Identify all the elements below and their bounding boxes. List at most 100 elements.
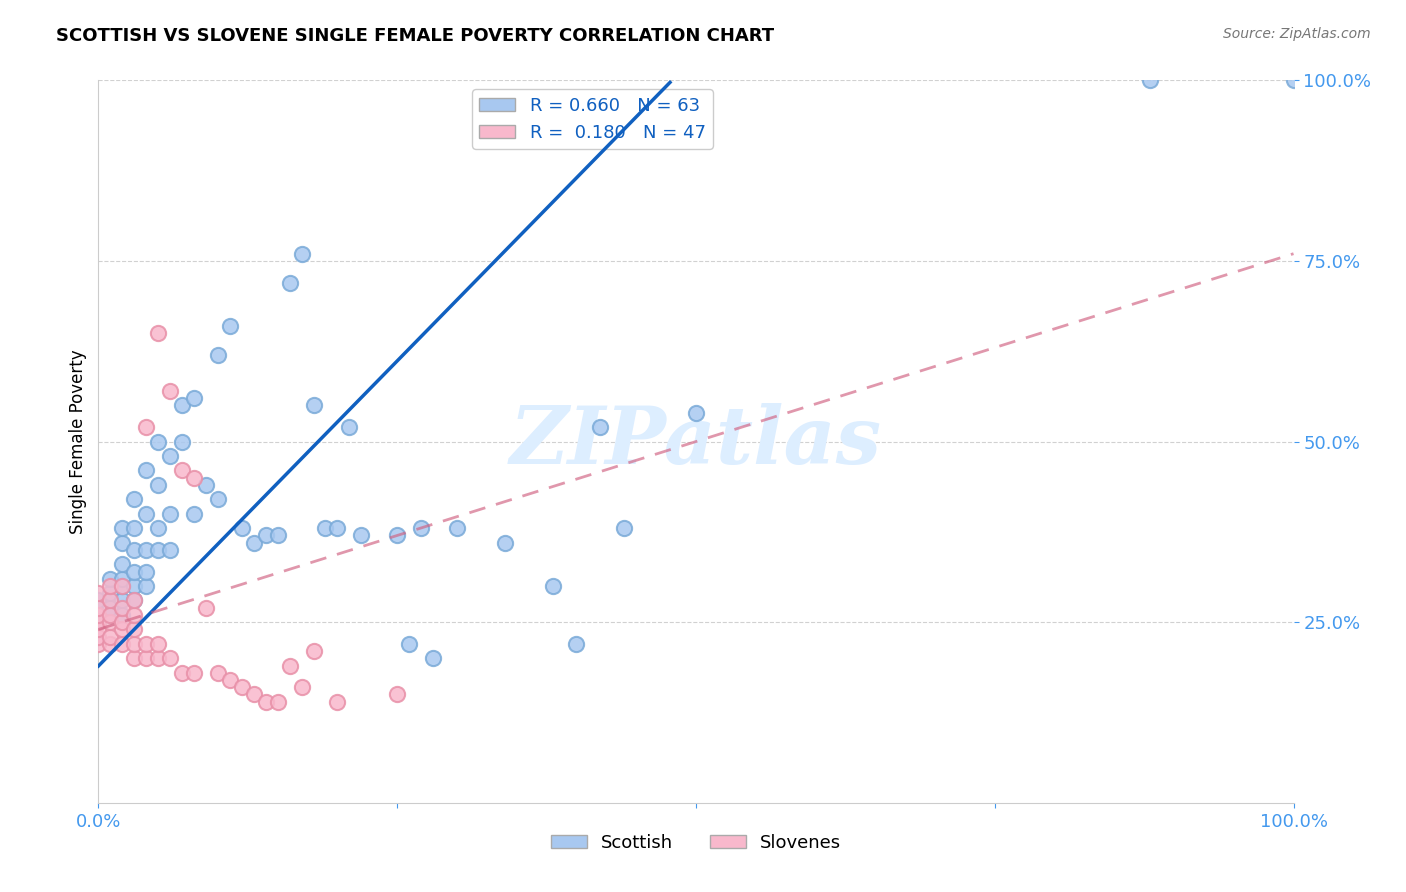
Point — [148, 651, 170, 665]
Point — [124, 492, 146, 507]
Point — [589, 420, 612, 434]
Point — [398, 637, 420, 651]
Point — [135, 507, 157, 521]
Point — [135, 637, 157, 651]
Point — [135, 579, 157, 593]
Point — [207, 492, 229, 507]
Point — [207, 665, 229, 680]
Text: Source: ZipAtlas.com: Source: ZipAtlas.com — [1223, 27, 1371, 41]
Point — [411, 521, 433, 535]
Point — [87, 607, 110, 622]
Text: ZIPatlas: ZIPatlas — [510, 403, 882, 480]
Point — [124, 542, 146, 557]
Point — [339, 420, 361, 434]
Point — [315, 521, 337, 535]
Point — [98, 607, 122, 622]
Point — [135, 420, 157, 434]
Point — [124, 623, 146, 637]
Point — [385, 687, 409, 701]
Point — [159, 542, 181, 557]
Point — [172, 398, 194, 412]
Point — [98, 586, 122, 600]
Point — [111, 623, 134, 637]
Point — [159, 449, 181, 463]
Point — [243, 687, 266, 701]
Point — [148, 434, 170, 449]
Point — [124, 593, 146, 607]
Point — [98, 637, 122, 651]
Point — [267, 528, 290, 542]
Point — [135, 542, 157, 557]
Point — [111, 579, 134, 593]
Point — [111, 637, 134, 651]
Point — [124, 565, 146, 579]
Point — [267, 695, 290, 709]
Point — [98, 579, 122, 593]
Point — [87, 615, 110, 630]
Point — [183, 507, 205, 521]
Point — [98, 572, 122, 586]
Point — [291, 246, 314, 260]
Point — [183, 391, 205, 405]
Point — [385, 528, 409, 542]
Point — [302, 644, 325, 658]
Point — [111, 572, 134, 586]
Point — [124, 593, 146, 607]
Point — [541, 579, 564, 593]
Point — [124, 521, 146, 535]
Point — [254, 695, 277, 709]
Point — [172, 463, 194, 477]
Point — [172, 665, 194, 680]
Point — [195, 600, 218, 615]
Point — [148, 637, 170, 651]
Point — [124, 579, 146, 593]
Point — [231, 680, 253, 694]
Point — [613, 521, 636, 535]
Point — [87, 615, 110, 630]
Point — [243, 535, 266, 549]
Point — [111, 535, 134, 549]
Point — [1282, 73, 1305, 87]
Point — [326, 695, 349, 709]
Point — [111, 593, 134, 607]
Point — [148, 542, 170, 557]
Point — [231, 521, 253, 535]
Point — [111, 615, 134, 630]
Point — [1139, 73, 1161, 87]
Point — [124, 651, 146, 665]
Point — [111, 600, 134, 615]
Point — [302, 398, 325, 412]
Point — [159, 651, 181, 665]
Point — [207, 348, 229, 362]
Point — [135, 463, 157, 477]
Point — [98, 600, 122, 615]
Point — [111, 521, 134, 535]
Point — [111, 558, 134, 572]
Point — [135, 565, 157, 579]
Point — [87, 637, 110, 651]
Point — [87, 630, 110, 644]
Point — [124, 607, 146, 622]
Point — [87, 593, 110, 607]
Legend: Scottish, Slovenes: Scottish, Slovenes — [544, 826, 848, 859]
Point — [565, 637, 588, 651]
Point — [111, 579, 134, 593]
Point — [87, 586, 110, 600]
Point — [446, 521, 468, 535]
Point — [148, 478, 170, 492]
Point — [195, 478, 218, 492]
Point — [148, 326, 170, 340]
Point — [183, 470, 205, 484]
Point — [219, 318, 242, 333]
Point — [183, 665, 205, 680]
Point — [124, 637, 146, 651]
Point — [350, 528, 373, 542]
Point — [422, 651, 444, 665]
Point — [111, 607, 134, 622]
Point — [87, 623, 110, 637]
Point — [685, 406, 707, 420]
Point — [278, 276, 301, 290]
Point — [159, 384, 181, 398]
Point — [494, 535, 516, 549]
Point — [291, 680, 314, 694]
